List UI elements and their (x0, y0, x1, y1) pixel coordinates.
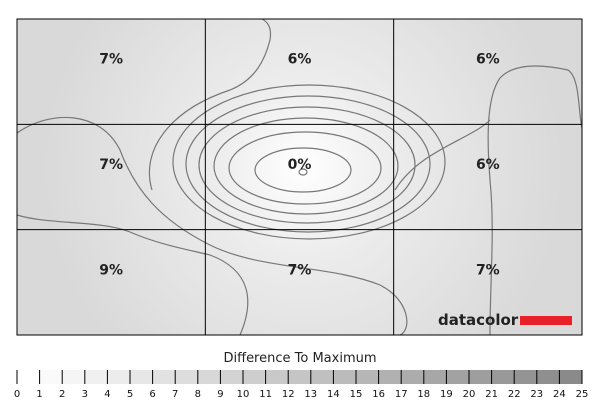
cell-value-label: 0% (288, 157, 312, 173)
cell-value-label: 9% (99, 262, 123, 278)
cell-value-label: 7% (99, 52, 123, 68)
legend-tick-label: 22 (508, 389, 521, 400)
legend-swatch (333, 370, 356, 384)
legend-tick-label: 17 (395, 389, 408, 400)
contour-line (228, 131, 382, 205)
legend-swatch (265, 370, 289, 384)
contour-line (185, 95, 431, 233)
legend-tick-label: 24 (553, 389, 566, 400)
legend-tick-label: 14 (327, 389, 340, 400)
legend-swatch (469, 370, 492, 384)
grid-lines (16, 18, 583, 336)
legend-swatch (175, 370, 198, 384)
legend-swatch (356, 370, 379, 384)
contour-line (16, 214, 249, 336)
legend-title: Difference To Maximum (223, 351, 376, 366)
contour-line (487, 65, 583, 336)
legend-tick-label: 16 (372, 389, 385, 400)
contour-line (198, 106, 416, 224)
legend-tick-label: 4 (104, 389, 110, 400)
legend-tick-label: 2 (59, 389, 65, 400)
legend-tick-label: 12 (282, 389, 295, 400)
legend-tick-label: 11 (259, 389, 272, 400)
contour-line (394, 119, 491, 191)
contour-line (254, 147, 352, 193)
grid-border (16, 18, 583, 336)
legend-tick-label: 19 (440, 389, 453, 400)
contour-line (172, 84, 446, 240)
legend-tick-label: 15 (350, 389, 363, 400)
legend-swatch (39, 370, 63, 384)
cell-value-label: 6% (288, 52, 312, 68)
contour-line (213, 117, 399, 215)
logo-text: datacolor (438, 311, 519, 329)
legend-tick-label: 13 (304, 389, 317, 400)
contour-lines (16, 18, 583, 336)
cell-value-label: 7% (99, 157, 123, 173)
legend-swatch (62, 370, 85, 384)
legend-tick-label: 5 (127, 389, 133, 400)
contour-line (298, 168, 308, 176)
contour-line (148, 18, 272, 191)
legend-tick-label: 3 (82, 389, 88, 400)
legend-tick-label: 9 (217, 389, 223, 400)
legend-tick-label: 0 (14, 389, 20, 400)
legend-swatch (288, 370, 311, 384)
cell-labels: 7% 6% 6% 7% 0% 6% 9% 7% 7% (99, 52, 499, 279)
cell-value-label: 7% (476, 262, 500, 278)
heatmap-background (17, 19, 582, 335)
cell-value-label: 6% (476, 52, 500, 68)
legend-swatch (17, 370, 40, 384)
legend-tick-label: 25 (576, 389, 589, 400)
legend-tick-label: 10 (237, 389, 250, 400)
legend-tick-label: 20 (463, 389, 476, 400)
legend-swatch (491, 370, 515, 384)
legend-swatch (423, 370, 447, 384)
legend-swatch (401, 370, 424, 384)
legend-swatch (536, 370, 560, 384)
legend-tick-label: 23 (530, 389, 543, 400)
legend-tick-label: 1 (36, 389, 42, 400)
legend-swatch (559, 370, 582, 384)
legend-swatch (220, 370, 243, 384)
cell-value-label: 6% (476, 157, 500, 173)
cell-value-label: 7% (288, 262, 312, 278)
legend-swatch (130, 370, 153, 384)
legend-swatch (310, 370, 334, 384)
legend-scale: 0 1 2 3 4 5 6 7 8 9 10 11 12 13 14 15 16 17 18 19 20 21 22 23 24… (14, 370, 589, 400)
legend-swatch (378, 370, 402, 384)
logo-bar (520, 316, 572, 325)
legend-swatch (107, 370, 130, 384)
legend-swatch (197, 370, 221, 384)
legend-tick-label: 8 (195, 389, 201, 400)
legend-swatch (446, 370, 469, 384)
datacolor-logo: datacolor (438, 311, 572, 329)
legend-swatch (243, 370, 266, 384)
legend-swatch (152, 370, 176, 384)
contour-line (16, 116, 408, 336)
legend-tick-label: 7 (172, 389, 178, 400)
legend-tick-label: 18 (417, 389, 430, 400)
legend-swatch (84, 370, 108, 384)
legend-tick-label: 6 (149, 389, 155, 400)
legend-swatch (514, 370, 537, 384)
legend-tick-label: 21 (485, 389, 498, 400)
